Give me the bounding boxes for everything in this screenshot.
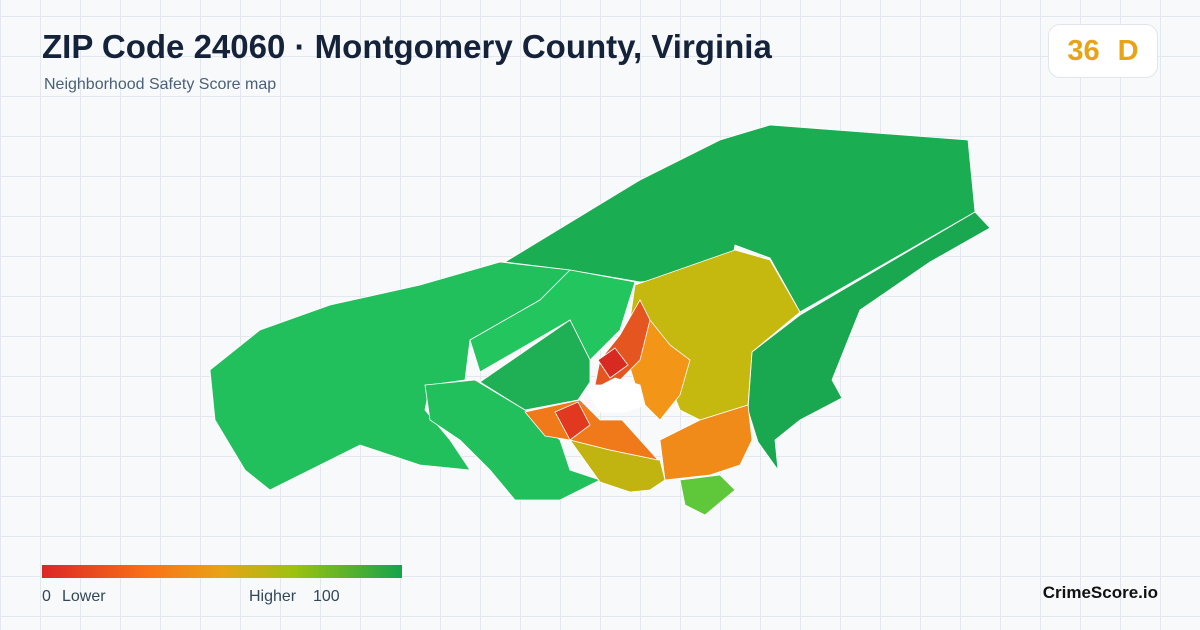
area bbox=[659, 404, 753, 481]
area bbox=[424, 379, 602, 501]
area bbox=[587, 377, 646, 413]
legend-min-label: Lower bbox=[62, 588, 106, 605]
legend-max-label: Higher bbox=[249, 588, 297, 605]
legend-gradient bbox=[42, 565, 402, 578]
score-badge: 36 D bbox=[1048, 24, 1158, 78]
area bbox=[554, 401, 591, 441]
score: 36 bbox=[1067, 34, 1100, 67]
brand: CrimeScore.io bbox=[1042, 583, 1158, 602]
area bbox=[469, 269, 636, 373]
title: ZIP Code 24060 · Montgomery County, Virg… bbox=[42, 28, 772, 65]
grade: D bbox=[1117, 34, 1139, 67]
legend-min: 0 bbox=[42, 588, 51, 605]
area bbox=[597, 347, 629, 379]
area bbox=[679, 474, 736, 516]
subtitle: Neighborhood Safety Score map bbox=[44, 76, 277, 93]
legend-max: 100 bbox=[313, 588, 340, 605]
